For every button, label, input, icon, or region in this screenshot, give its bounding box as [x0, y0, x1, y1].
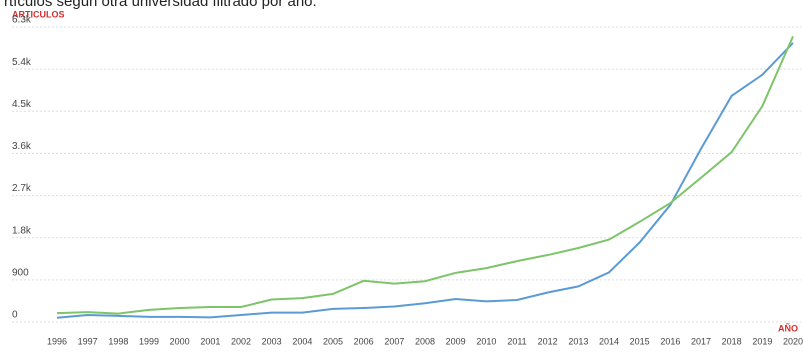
x-tick-label: 1999 — [139, 336, 159, 346]
x-tick-label: 2015 — [630, 336, 650, 346]
y-tick-label: 0 — [12, 310, 18, 321]
series-line — [56, 42, 794, 319]
y-axis-label: ARTICULOS — [12, 9, 65, 19]
y-tick-label: 6.3k — [12, 15, 32, 26]
x-tick-label: 1997 — [78, 336, 98, 346]
x-tick-label: 2013 — [568, 336, 588, 346]
x-tick-label: 1996 — [47, 336, 67, 346]
x-tick-label: 2006 — [354, 336, 374, 346]
x-tick-label: 2000 — [170, 336, 190, 346]
series-line — [56, 35, 794, 315]
x-tick-label: 2018 — [722, 336, 742, 346]
x-tick-label: 2011 — [507, 336, 526, 346]
x-tick-label: 2003 — [262, 336, 282, 346]
chart-title: rtículos según otra universidad filtrado… — [4, 0, 317, 10]
x-tick-label: 2019 — [752, 336, 772, 346]
x-tick-label: 2001 — [200, 336, 220, 346]
x-axis-label: AÑO — [778, 323, 798, 333]
x-tick-label: 2008 — [415, 336, 435, 346]
x-tick-label: 2016 — [660, 336, 680, 346]
x-tick-label: 2012 — [538, 336, 558, 346]
x-tick-label: 2017 — [691, 336, 711, 346]
x-tick-label: 2007 — [384, 336, 404, 346]
y-tick-label: 1.8k — [12, 225, 32, 236]
x-tick-label: 1998 — [108, 336, 128, 346]
y-tick-label: 900 — [12, 267, 29, 278]
x-tick-label: 2005 — [323, 336, 343, 346]
y-tick-label: 5.4k — [12, 57, 32, 68]
y-tick-label: 2.7k — [12, 183, 32, 194]
y-tick-label: 3.6k — [12, 141, 32, 152]
x-tick-label: 2010 — [476, 336, 496, 346]
x-tick-label: 2004 — [292, 336, 312, 346]
x-tick-label: 2020 — [783, 336, 803, 346]
x-tick-label: 2002 — [231, 336, 251, 346]
x-tick-label: 2009 — [446, 336, 466, 346]
y-tick-label: 4.5k — [12, 99, 32, 110]
x-tick-label: 2014 — [599, 336, 619, 346]
